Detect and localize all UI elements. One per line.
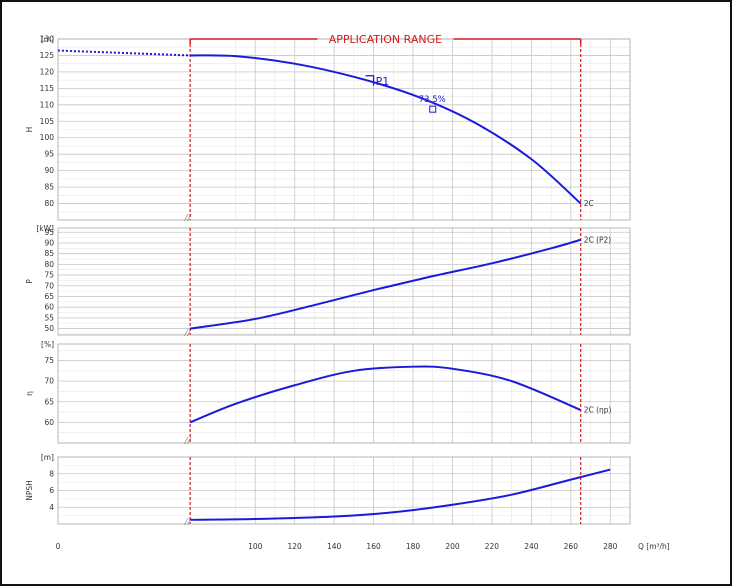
operating-point-label: P1 bbox=[376, 75, 390, 88]
x-tick-label: 100 bbox=[248, 542, 263, 551]
x-tick-label: 120 bbox=[288, 542, 303, 551]
y-unit-label: [m] bbox=[41, 453, 54, 462]
panel-frame bbox=[57, 343, 631, 444]
y-tick-label: 125 bbox=[40, 51, 55, 60]
x-tick-label: 160 bbox=[366, 542, 381, 551]
efficiency-point-marker bbox=[429, 105, 437, 113]
y-tick-label: 65 bbox=[44, 292, 54, 301]
x-tick-label: 260 bbox=[564, 542, 579, 551]
x-tick-label: 220 bbox=[485, 542, 500, 551]
y-tick-label: 4 bbox=[49, 503, 54, 512]
application-range-label: APPLICATION RANGE bbox=[329, 33, 442, 46]
y-unit-label: [m] bbox=[41, 35, 54, 44]
y-unit-label: [%] bbox=[41, 340, 54, 349]
series-label: 2C bbox=[584, 199, 594, 208]
panel-H: 80 85 90 95 100 105 110 115 120 125 130[m] H 2C P1 73.… bbox=[25, 35, 631, 222]
y-tick-label: 85 bbox=[44, 183, 54, 192]
y-axis-label: P bbox=[25, 279, 34, 284]
y-tick-label: 70 bbox=[44, 377, 54, 386]
x-tick-label: 280 bbox=[603, 542, 618, 551]
panel-frame bbox=[57, 456, 631, 525]
operating-point-marker bbox=[365, 75, 375, 86]
y-tick-label: 100 bbox=[40, 133, 55, 142]
y-tick-label: 55 bbox=[44, 313, 54, 322]
y-tick-label: 90 bbox=[44, 238, 54, 247]
panel-frame bbox=[57, 38, 631, 221]
series-line-NPSH bbox=[190, 468, 611, 521]
x-axis: 0 100 120 140 160 180 200 220 240 260 280 Q [m³/h] bbox=[56, 542, 670, 551]
y-tick-label: 80 bbox=[44, 260, 54, 269]
y-tick-label: 65 bbox=[44, 397, 54, 406]
y-tick-label: 70 bbox=[44, 281, 54, 290]
x-tick-label: 0 bbox=[56, 542, 61, 551]
y-tick-label: 75 bbox=[44, 356, 54, 365]
axis-break-mark bbox=[183, 436, 192, 445]
efficiency-point-label: 73.5% bbox=[419, 95, 446, 105]
y-tick-label: 85 bbox=[44, 249, 54, 258]
application-range-header: APPLICATION RANGE bbox=[189, 33, 582, 46]
y-tick-label: 50 bbox=[44, 324, 54, 333]
y-tick-label: 60 bbox=[44, 303, 54, 312]
x-tick-label: 240 bbox=[524, 542, 539, 551]
panel-eta: 60 65 70 75 [%] η 2C (ηp) bbox=[25, 340, 631, 445]
series-label: 2C (ηp) bbox=[584, 406, 612, 415]
panel-NPSH: 4 6 8 [m] NPSH bbox=[25, 453, 631, 526]
x-tick-label: 180 bbox=[406, 542, 421, 551]
series-label: 2C (P2) bbox=[584, 235, 612, 244]
y-tick-label: 95 bbox=[44, 228, 54, 237]
y-axis-label: η bbox=[25, 391, 34, 396]
y-tick-label: 90 bbox=[44, 166, 54, 175]
y-unit-label: [kW] bbox=[36, 224, 54, 233]
y-axis-label: NPSH bbox=[25, 480, 34, 501]
x-tick-label: 200 bbox=[445, 542, 460, 551]
y-tick-label: 130 bbox=[40, 35, 55, 44]
panel-background bbox=[58, 228, 630, 335]
y-tick-label: 95 bbox=[44, 150, 54, 159]
y-tick-label: 115 bbox=[40, 84, 55, 93]
y-tick-label: 80 bbox=[44, 199, 54, 208]
x-axis-label: Q [m³/h] bbox=[638, 542, 670, 551]
y-tick-label: 105 bbox=[40, 117, 55, 126]
series-line-P bbox=[190, 238, 581, 330]
y-tick-label: 110 bbox=[40, 100, 55, 109]
y-tick-label: 120 bbox=[40, 67, 55, 76]
x-tick-label: 140 bbox=[327, 542, 342, 551]
panel-frame bbox=[57, 227, 631, 336]
y-tick-label: 75 bbox=[44, 271, 54, 280]
y-tick-label: 8 bbox=[49, 469, 54, 478]
series-line-H-extension bbox=[57, 49, 191, 57]
series-line-eta bbox=[189, 365, 582, 424]
series-line-H bbox=[190, 54, 582, 205]
y-tick-label: 6 bbox=[49, 486, 54, 495]
y-tick-label: 60 bbox=[44, 418, 54, 427]
y-axis-label: H bbox=[25, 127, 34, 133]
